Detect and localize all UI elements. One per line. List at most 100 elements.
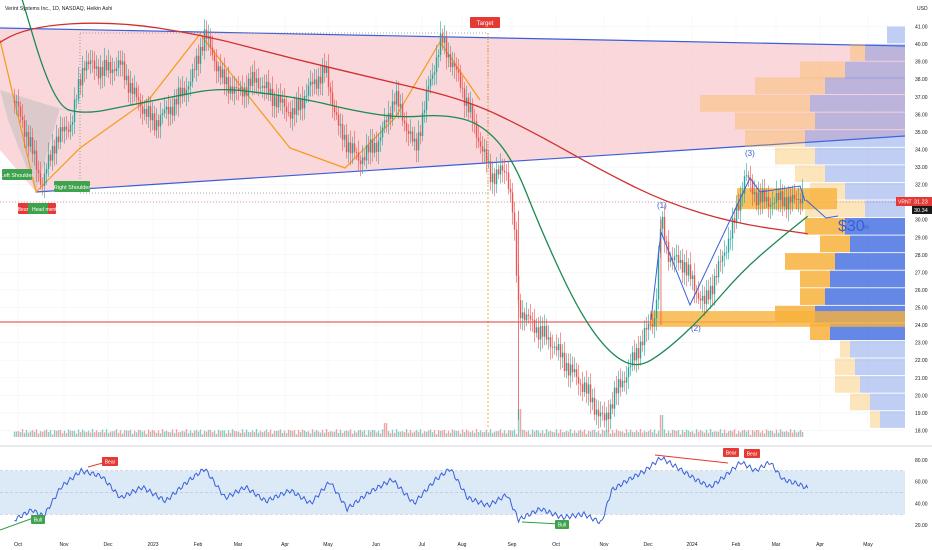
candle-body <box>149 106 152 121</box>
volume-bar <box>583 429 586 437</box>
target-label[interactable]: Target <box>470 17 500 28</box>
candle-body <box>59 127 62 143</box>
candle-body <box>45 169 48 174</box>
candle-body <box>683 262 686 273</box>
volume-bar <box>13 431 16 437</box>
candle-body <box>549 337 552 348</box>
candle-body <box>171 106 174 116</box>
candle-body <box>71 122 74 125</box>
rsi-bull-label-2[interactable]: Bull <box>555 520 569 529</box>
volume-bar <box>417 431 420 437</box>
candle-body <box>209 35 212 48</box>
volume-bar <box>499 429 502 437</box>
time-tick-label: Dec <box>644 542 653 548</box>
left-shoulder-label[interactable]: Left Shoulder <box>1 169 34 180</box>
candle-body <box>759 192 762 203</box>
volume-bar <box>685 429 688 437</box>
rsi-pane[interactable] <box>0 454 905 531</box>
volume-bar <box>801 431 804 437</box>
candle-body <box>681 259 684 273</box>
candle-body <box>335 112 338 115</box>
head-text: Head <box>32 207 44 213</box>
volume-bar <box>631 431 634 437</box>
volume-bar <box>271 433 274 437</box>
volume-bar <box>389 433 392 437</box>
candle-body <box>727 238 730 253</box>
volume-bar <box>311 429 314 437</box>
volume-bar <box>409 429 412 437</box>
rsi-bear-label-3[interactable]: Bear <box>744 449 760 458</box>
volume-bar <box>609 433 612 437</box>
volume-profile-down <box>805 217 845 235</box>
candle-body <box>55 136 58 154</box>
candle-body <box>257 78 260 89</box>
candle-body <box>589 384 592 403</box>
candle-body <box>323 65 326 73</box>
volume-bar <box>115 429 118 437</box>
volume-bar <box>671 429 674 437</box>
candle-body <box>247 78 250 96</box>
price-note-handwritten: $30 <box>838 218 865 235</box>
volume-bar <box>593 429 596 437</box>
volume-bar <box>505 433 508 437</box>
volume-bar <box>529 434 532 437</box>
volume-bar <box>667 430 670 437</box>
candle-body <box>539 326 542 340</box>
candle-body <box>325 66 328 73</box>
volume-bar <box>331 431 334 437</box>
candle-body <box>435 57 438 73</box>
candle-body <box>471 104 474 122</box>
volume-bar <box>479 430 482 437</box>
candle-body <box>639 341 642 359</box>
volume-bar <box>769 430 772 437</box>
candle-body <box>591 397 594 403</box>
rsi-bull-label-1[interactable]: Bull <box>31 515 45 524</box>
candle-body <box>707 290 710 300</box>
wave-2-label: (2) <box>691 324 701 333</box>
candle-body <box>321 65 324 84</box>
time-tick-label: May <box>323 542 333 548</box>
volume-bar <box>339 429 342 437</box>
candle-body <box>197 55 200 64</box>
volume-bar <box>681 430 684 437</box>
volume-profile-up <box>845 182 905 200</box>
volume-bar <box>327 432 330 437</box>
volume-bar <box>621 431 624 437</box>
volume-bar <box>467 431 470 437</box>
candle-body <box>101 67 104 76</box>
candle-body <box>777 193 780 201</box>
volume-bar <box>353 430 356 437</box>
candle-body <box>69 124 72 132</box>
volume-bar <box>281 432 284 437</box>
candle-body <box>365 145 368 161</box>
candle-body <box>301 98 304 109</box>
time-axis[interactable]: Oct Nov Dec 2023 Feb Mar Apr May Jun Jul Aug Sep Oct… <box>14 542 873 548</box>
volume-bar <box>729 430 732 437</box>
volume-bar <box>143 430 146 437</box>
candle-body <box>111 69 114 74</box>
candle-body <box>577 376 580 384</box>
candle-body <box>661 216 664 229</box>
volume-bar <box>335 429 338 437</box>
volume-bar <box>423 431 426 437</box>
volume-bar <box>59 429 62 437</box>
volume-bar <box>93 432 96 437</box>
candle-body <box>345 134 348 153</box>
volume-bar <box>587 430 590 437</box>
time-tick-label: Aug <box>458 542 467 548</box>
candle-body <box>467 97 470 113</box>
volume-bar <box>709 429 712 437</box>
right-shoulder-label[interactable]: Right Shoulder <box>54 181 91 192</box>
volume-bar <box>295 434 298 437</box>
rsi-bear-label-1[interactable]: Bear <box>102 457 118 466</box>
triangle-lower-line <box>35 135 906 193</box>
price-pane[interactable] <box>0 0 906 437</box>
volume-bar <box>415 429 418 437</box>
rsi-bear-label-2[interactable]: Bear <box>723 448 739 457</box>
candle-body <box>801 191 804 204</box>
volume-bar <box>411 432 414 437</box>
volume-bar <box>223 430 226 437</box>
bear-head-label[interactable]: Bear Head ment <box>18 203 57 214</box>
time-tick-label: Sep <box>508 542 517 548</box>
